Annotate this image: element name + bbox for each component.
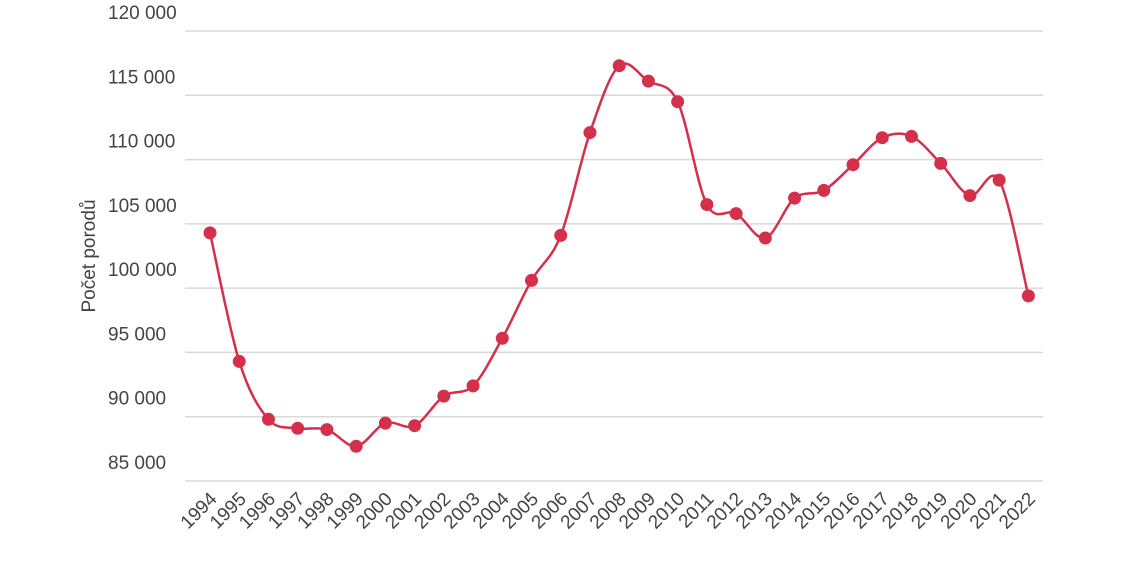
y-tick-label: 110 000 [108, 132, 175, 153]
point [525, 273, 539, 287]
y-tick-label: 120 000 [108, 3, 177, 24]
line [208, 62, 1030, 448]
point [408, 419, 422, 433]
point [700, 198, 714, 212]
point [817, 183, 831, 197]
point [291, 421, 305, 435]
point [349, 439, 363, 453]
y-tick-label: 100 000 [108, 260, 177, 281]
point [992, 173, 1006, 187]
point [671, 95, 685, 109]
point [437, 389, 451, 403]
y-tick-label: 95 000 [108, 324, 166, 345]
point [875, 131, 889, 145]
point [729, 207, 743, 221]
point [904, 129, 918, 143]
point [261, 412, 275, 426]
y-tick-label: 85 000 [108, 453, 166, 474]
point [612, 59, 626, 73]
point [583, 126, 597, 140]
point [554, 228, 568, 242]
point [758, 231, 772, 245]
point [641, 74, 655, 88]
point [963, 189, 977, 203]
point [320, 423, 334, 437]
y-axis-title: Počet porodů [79, 199, 100, 312]
point [934, 156, 948, 170]
point [495, 331, 509, 345]
point [1021, 289, 1035, 303]
point [788, 191, 802, 205]
y-tick-label: 90 000 [108, 389, 166, 410]
point [232, 354, 246, 368]
point [203, 226, 217, 240]
point [846, 158, 860, 172]
point [466, 379, 480, 393]
point [378, 416, 392, 430]
y-tick-label: 115 000 [108, 67, 175, 88]
y-tick-label: 105 000 [108, 196, 177, 217]
